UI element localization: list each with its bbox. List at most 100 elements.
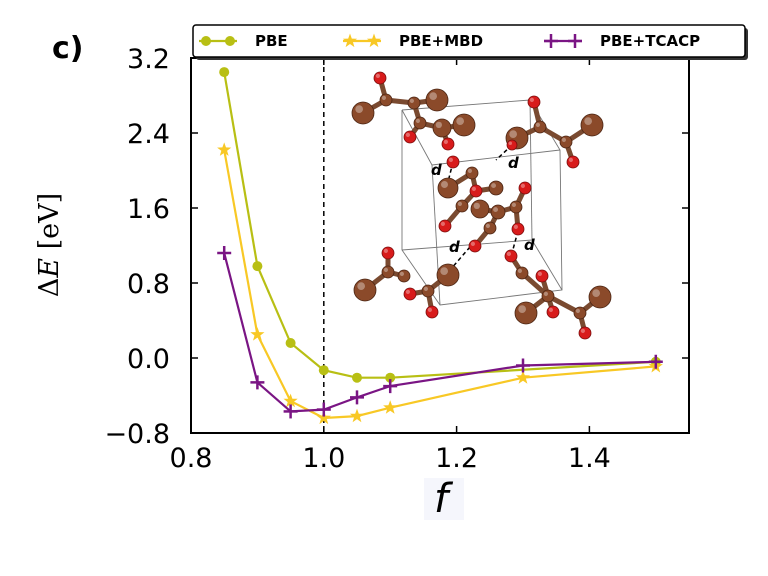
atom-highlight — [457, 201, 462, 206]
atom-oxygen — [441, 137, 455, 151]
x-tick-label: 1.0 — [302, 443, 345, 474]
atom-highlight — [520, 183, 526, 188]
atom-highlight — [470, 241, 475, 246]
atom-highlight — [535, 122, 541, 127]
marker-plus — [283, 404, 298, 419]
x-axis-label-backdrop — [424, 478, 464, 520]
atom-highlight — [568, 157, 574, 162]
atom-highlight — [491, 183, 496, 188]
marker-plus — [648, 354, 663, 369]
marker-star — [283, 393, 298, 408]
atom-highlight — [427, 307, 432, 312]
atom-highlight — [529, 97, 535, 102]
atom-carbon — [425, 88, 449, 112]
atom-highlight — [473, 202, 480, 210]
marker-plus — [383, 379, 398, 394]
y-tick-label: −0.8 — [104, 419, 170, 450]
atom-highlight — [399, 271, 404, 276]
marker-star — [316, 410, 331, 425]
atom-highlight — [509, 130, 517, 138]
atom-highlight — [357, 282, 365, 290]
marker-circle — [225, 36, 235, 46]
series-line — [223, 252, 656, 413]
atom-carbon — [541, 289, 555, 303]
atom-highlight — [443, 139, 448, 144]
marker-circle — [285, 338, 296, 348]
atom-carbon — [413, 116, 427, 130]
legend: PBE PBE+MBD PBE+TCACP — [192, 24, 748, 60]
atom-oxygen — [546, 305, 560, 319]
atom-carbon — [353, 278, 377, 302]
marker-circle — [201, 36, 211, 46]
marker-circle — [385, 372, 396, 383]
atom-carbon — [381, 265, 395, 279]
bond-label-d: d — [431, 161, 442, 179]
atom-carbon — [452, 113, 476, 137]
series-layer — [217, 67, 663, 425]
atom-highlight — [493, 207, 498, 212]
atom-oxygen — [566, 155, 580, 169]
marker-star — [383, 400, 398, 414]
marker-star — [515, 370, 531, 384]
atom-carbon — [483, 221, 497, 235]
marker-plus — [316, 402, 331, 417]
atom-highlight — [448, 157, 453, 162]
atom-carbon — [488, 180, 504, 196]
atom-carbon — [455, 199, 469, 213]
y-axis: −0.8 0.0 0.8 1.6 2.4 3.2 — [104, 44, 689, 450]
atom-carbon — [351, 101, 375, 125]
atom-highlight — [355, 105, 363, 113]
atom-oxygen — [511, 222, 525, 236]
marker-plus — [217, 246, 232, 260]
atom-highlight — [383, 267, 388, 272]
atom-carbon — [397, 269, 411, 283]
atom-oxygen — [438, 219, 452, 233]
atom-oxygen — [373, 71, 387, 85]
x-tick-label: 1.4 — [568, 443, 611, 474]
atom-highlight — [381, 95, 386, 100]
atom-highlight — [548, 307, 554, 312]
y-tick-label: 0.8 — [127, 269, 170, 300]
atom-highlight — [456, 117, 464, 125]
atom-highlight — [511, 202, 516, 207]
atom-highlight — [383, 248, 388, 253]
atom-highlight — [441, 181, 448, 188]
atom-oxygen — [425, 305, 439, 319]
marker-plus — [544, 34, 558, 48]
atom-highlight — [405, 289, 410, 294]
atom-oxygen — [381, 246, 395, 260]
atom-carbon — [421, 284, 435, 298]
x-axis: 0.8 1.0 1.2 1.4 — [170, 58, 611, 474]
plot-area: 0.8 1.0 1.2 1.4 −0.8 0.0 0.8 1.6 2.4 3.2 — [104, 44, 690, 474]
y-axis-label: ΔE [eV] — [34, 193, 65, 297]
atom-highlight — [440, 267, 448, 275]
atom-carbon — [533, 120, 547, 134]
legend-box — [192, 24, 746, 58]
atom-carbon — [573, 306, 587, 320]
atom-highlight — [513, 224, 519, 229]
marker-star — [250, 327, 265, 341]
atom-highlight — [429, 92, 437, 100]
atom-oxygen — [527, 95, 541, 109]
marker-plus — [568, 34, 582, 48]
atom-oxygen — [578, 326, 592, 340]
marker-circle — [352, 372, 362, 383]
atom-carbon — [580, 113, 604, 137]
y-tick-label: 0.0 — [127, 344, 170, 375]
atom-highlight — [435, 121, 442, 128]
atom-carbon — [465, 166, 479, 180]
atom-oxygen — [504, 249, 518, 263]
plot-frame — [190, 57, 690, 434]
bond-label-d: d — [449, 238, 460, 256]
y-tick-label: 1.6 — [127, 194, 170, 225]
bond-label-d: d — [524, 236, 535, 254]
atom-highlight — [423, 286, 428, 291]
atom-carbon — [432, 118, 452, 138]
x-tick-label: 1.2 — [435, 443, 478, 474]
atom-highlight — [537, 271, 543, 276]
atom-carbon — [490, 204, 506, 220]
marker-star — [342, 33, 358, 48]
marker-plus — [516, 358, 530, 373]
atom-highlight — [415, 118, 420, 123]
